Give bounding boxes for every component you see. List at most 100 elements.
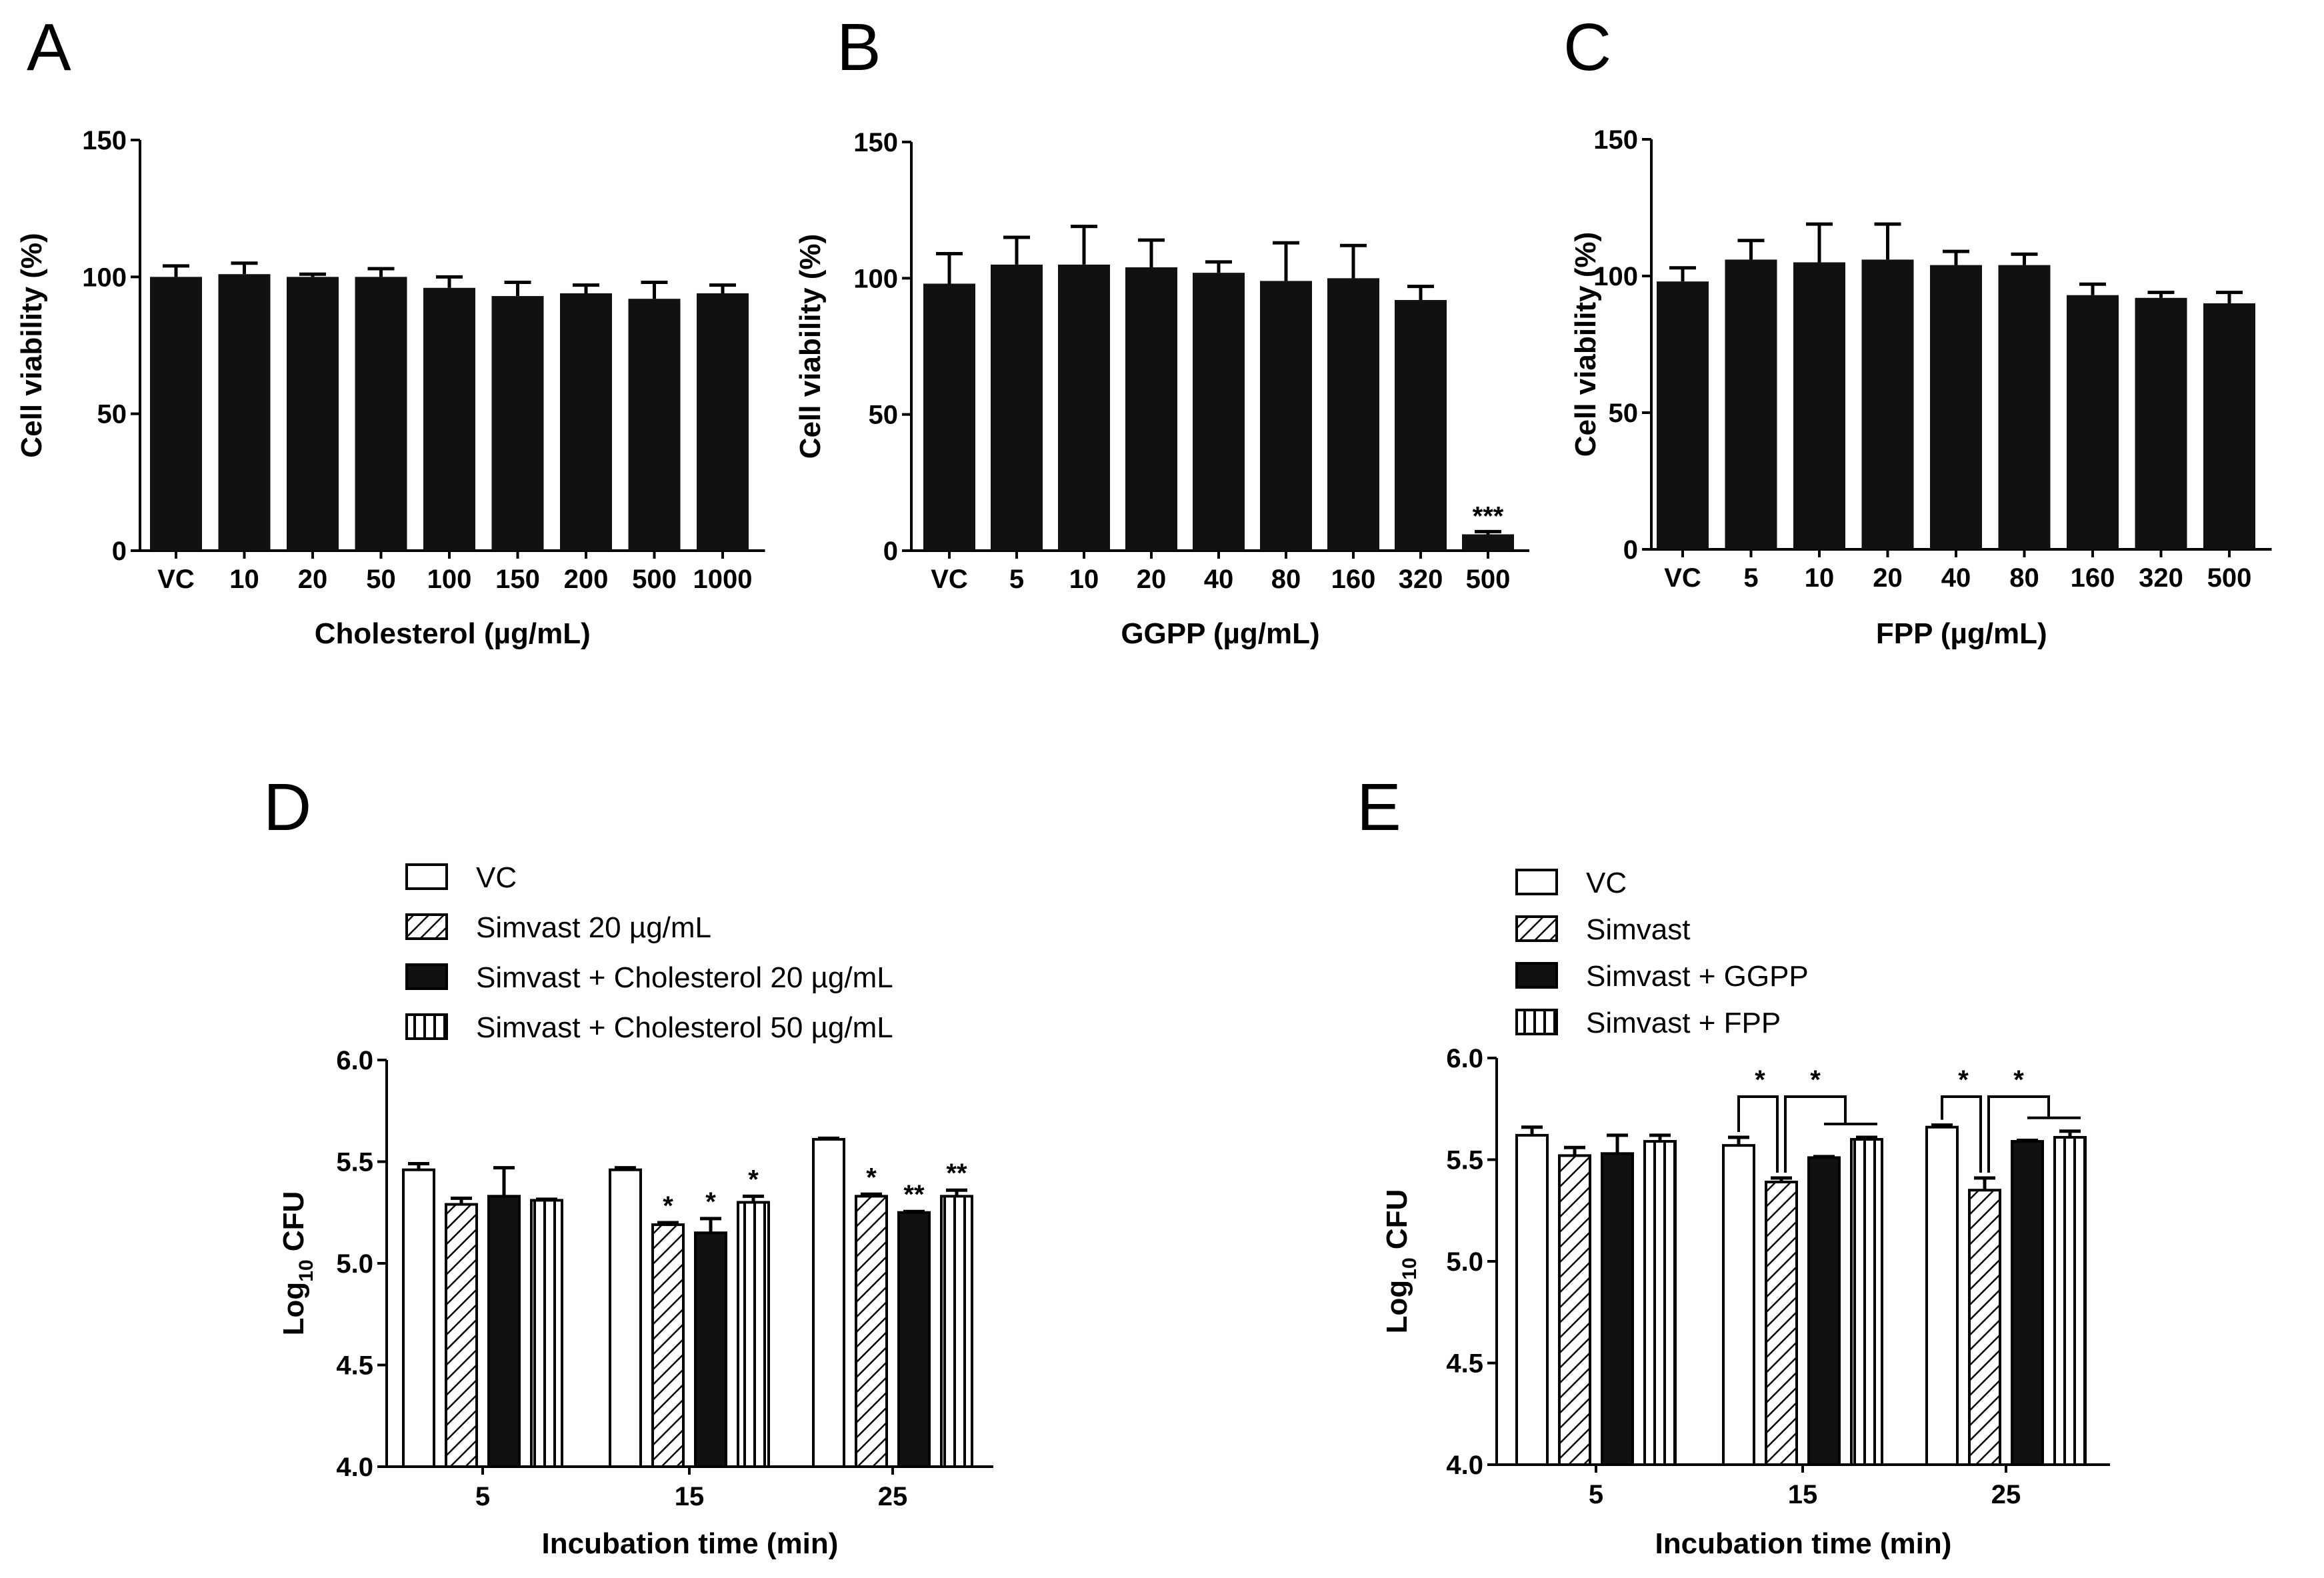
- chart-d: D VC Simvast 20 µg/mL Simvast + Cholesterol…: [263, 770, 993, 1560]
- chart-c: C 0 50 100 150 VC 5 10 20 40 80 160 320 500 FPP (µg/mL…: [1563, 10, 2272, 650]
- x-tick-label: VC: [1664, 563, 1701, 593]
- y-tick-label: 4.5: [336, 1351, 373, 1381]
- x-tick-label: 25: [878, 1482, 908, 1511]
- legend-swatch: [1515, 915, 1558, 942]
- bar: [1861, 259, 1914, 549]
- bar: [855, 1195, 888, 1468]
- y-tick-label: 50: [1609, 399, 1639, 428]
- bar: [991, 264, 1043, 551]
- y-tick-label: 5.5: [1446, 1146, 1483, 1175]
- x-tick-label: 150: [495, 565, 540, 594]
- x-tick-label: 15: [1788, 1480, 1818, 1509]
- bar: [1657, 281, 1709, 549]
- y-tick-label: 150: [82, 126, 127, 155]
- bar: [940, 1195, 973, 1468]
- bar: [1930, 265, 1982, 549]
- bar: [737, 1201, 770, 1468]
- y-tick-label: 5.5: [336, 1148, 373, 1177]
- bar: [1125, 267, 1177, 551]
- bar: [491, 296, 544, 551]
- x-tick-label: 200: [564, 565, 609, 594]
- bar: [1807, 1156, 1841, 1466]
- y-tick-label: 0: [883, 537, 898, 566]
- y-tick-label: 5.0: [1446, 1247, 1483, 1277]
- y-tick-label: 6.0: [1446, 1044, 1483, 1073]
- panel-letter-a: A: [27, 10, 71, 85]
- x-tick-label: 20: [298, 565, 328, 594]
- y-axis-label-unit: CFU: [1381, 1189, 1413, 1258]
- bar: [2067, 295, 2119, 549]
- x-tick-label: 100: [427, 565, 472, 594]
- y-tick-label: 50: [97, 400, 127, 429]
- bar: [2203, 303, 2255, 549]
- y-tick-label: 4.0: [336, 1453, 373, 1482]
- significance-label: *: [1755, 1065, 1765, 1095]
- x-tick-label: 25: [1991, 1480, 2021, 1509]
- bar: [1765, 1181, 1798, 1467]
- significance-label: ***: [1473, 501, 1504, 531]
- bar: [445, 1203, 478, 1469]
- significance-label: *: [663, 1191, 673, 1221]
- x-tick-label: 500: [632, 565, 677, 594]
- y-tick-label: 100: [1593, 262, 1638, 291]
- x-tick-label: 160: [2071, 563, 2115, 593]
- y-axis-label-unit: CFU: [277, 1191, 310, 1260]
- x-tick-label: 40: [1204, 565, 1234, 594]
- legend-label: Simvast + Cholesterol 50 µg/mL: [476, 1011, 893, 1044]
- y-axis-label: Log10 CFU: [1381, 1189, 1421, 1334]
- bar: [697, 293, 749, 551]
- legend-swatch: [405, 1013, 448, 1040]
- x-tick-label: 320: [1399, 565, 1443, 594]
- legend-swatch: [1515, 869, 1558, 895]
- significance-label: *: [2013, 1065, 2024, 1095]
- legend-label: VC: [476, 861, 517, 894]
- legend-swatch: [405, 963, 448, 990]
- bar: [1260, 281, 1312, 551]
- legend-swatch: [1515, 1009, 1558, 1035]
- y-tick-label: 6.0: [336, 1046, 373, 1075]
- bar: [2011, 1140, 2044, 1467]
- x-axis-label: GGPP (µg/mL): [1121, 617, 1319, 650]
- panel-letter-b: B: [837, 10, 881, 85]
- bar: [355, 277, 407, 551]
- bar: [1515, 1133, 1549, 1467]
- x-tick-label: 20: [1873, 563, 1903, 593]
- x-tick-label: VC: [157, 565, 195, 594]
- y-axis-label: Cell viability (%): [794, 234, 827, 459]
- y-axis-label: Cell viability (%): [15, 233, 48, 457]
- bar: [1558, 1154, 1591, 1467]
- bar: [1850, 1138, 1883, 1466]
- significance-label: **: [946, 1159, 967, 1188]
- chart-e: E VC Simvast Simvast + GGPP Simvast + FPP 4.0…: [1357, 770, 2110, 1560]
- bar: [402, 1168, 435, 1468]
- legend-label: Simvast + FPP: [1586, 1007, 1781, 1039]
- legend-label: Simvast: [1586, 913, 1690, 946]
- y-tick-label: 100: [82, 263, 127, 292]
- y-tick-label: 4.0: [1446, 1451, 1483, 1480]
- legend-swatch: [405, 913, 448, 940]
- bar: [423, 287, 475, 551]
- y-tick-label: 100: [853, 264, 898, 293]
- x-tick-label: 5: [1589, 1480, 1603, 1509]
- x-tick-label: 80: [1271, 565, 1301, 594]
- x-axis-label: Cholesterol (µg/mL): [315, 617, 591, 650]
- chart-a: A 0 50 100 150 VC 10 20 50 100 150 200 500 1000 Choles…: [15, 10, 765, 650]
- x-tick-label: 50: [366, 565, 396, 594]
- legend-label: VC: [1586, 867, 1627, 899]
- x-tick-label: 320: [2139, 563, 2183, 593]
- legend-label: Simvast + Cholesterol 20 µg/mL: [476, 961, 893, 994]
- panel-letter-e: E: [1357, 770, 1401, 845]
- panel-letter-d: D: [263, 770, 311, 845]
- bar: [487, 1195, 521, 1468]
- bar: [812, 1137, 845, 1468]
- y-axis-label-subscript: 10: [295, 1259, 317, 1281]
- significance-label: *: [705, 1187, 716, 1217]
- x-tick-label: 160: [1331, 565, 1376, 594]
- bar: [628, 299, 681, 551]
- panel-letter-c: C: [1563, 10, 1611, 85]
- x-axis-label: Incubation time (min): [1655, 1527, 1952, 1560]
- x-tick-label: 10: [1805, 563, 1835, 593]
- legend-label: Simvast + GGPP: [1586, 960, 1809, 993]
- bar: [1058, 264, 1110, 551]
